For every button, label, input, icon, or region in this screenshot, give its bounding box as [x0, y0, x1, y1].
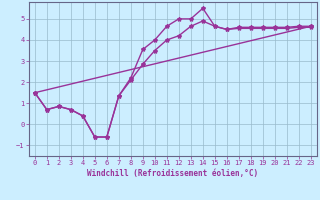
- X-axis label: Windchill (Refroidissement éolien,°C): Windchill (Refroidissement éolien,°C): [87, 169, 258, 178]
